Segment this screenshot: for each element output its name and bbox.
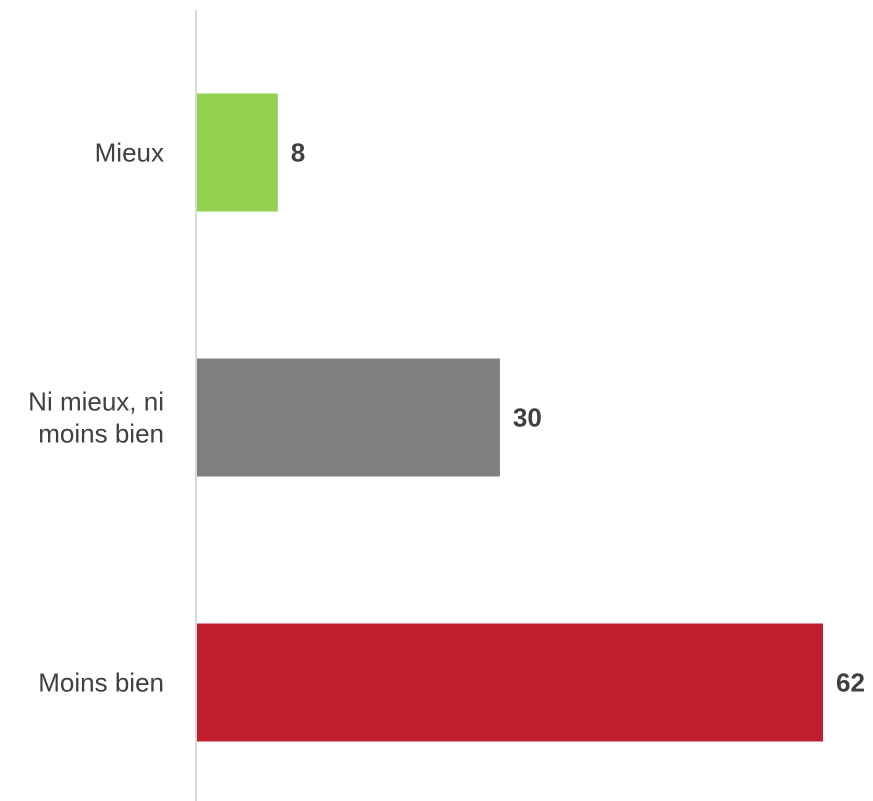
category-label-2: Ni mieux, ni moins bien [28,387,164,449]
category-label-1: Mieux [95,138,164,168]
labels-group: 8 Mieux 30 Ni mieux, ni moins bien 62 Moins bi… [28,138,865,698]
bar-2 [197,358,500,477]
bars-group [197,93,823,742]
category-label-line: Mieux [95,138,164,168]
category-label-3: Moins bien [38,668,164,698]
bar-3 [197,623,823,742]
value-label-1: 8 [291,138,305,168]
value-label-3: 62 [836,668,865,698]
bar-1 [197,93,278,212]
value-label-2: 30 [513,403,542,433]
category-label-line: Moins bien [38,668,164,698]
category-label-line: Ni mieux, ni [28,387,164,417]
category-label-line: moins bien [38,419,164,449]
